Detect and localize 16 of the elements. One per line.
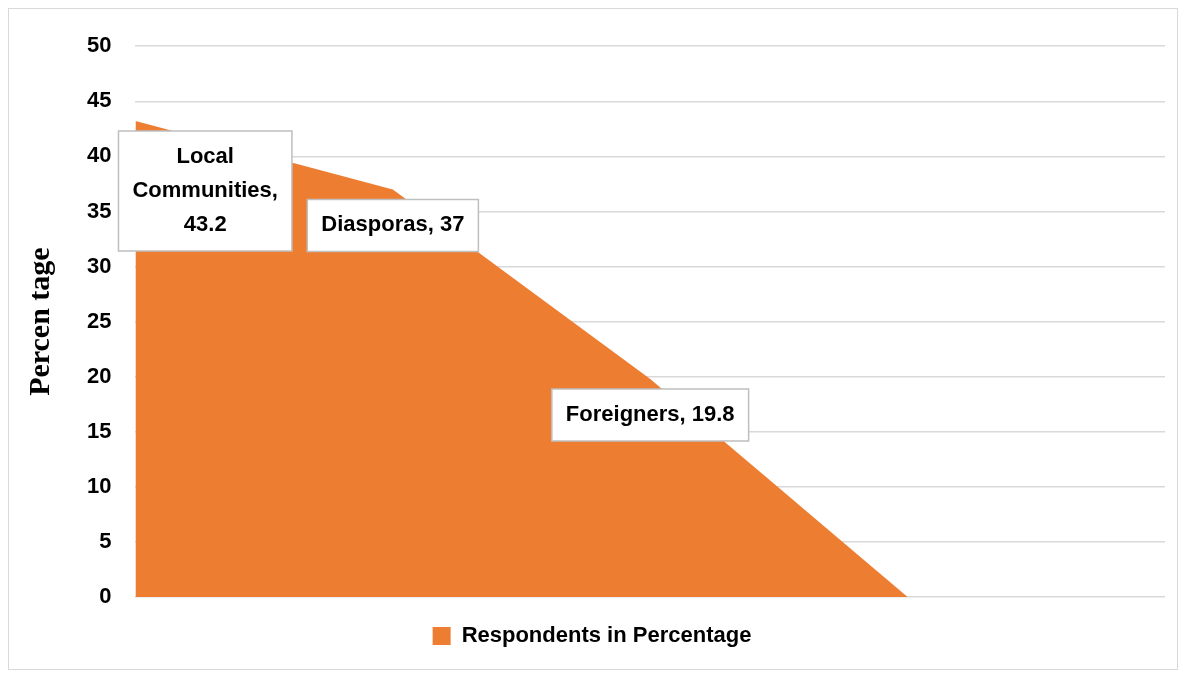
y-tick-label: 35 [86,197,112,223]
legend-label: Respondents in Percentage [461,622,752,648]
y-tick-label: 5 [99,527,112,553]
y-tick-label: 45 [86,87,112,113]
y-tick-label: 40 [86,142,112,168]
data-label: Foreigners, 19.8 [565,400,735,426]
data-label: Local Communities, 43.2 [132,143,278,237]
y-tick-label: 15 [86,417,112,443]
y-tick-label: 10 [86,472,112,498]
y-tick-label: 25 [86,307,112,333]
y-axis-title: Percen tage [21,247,55,396]
y-tick-label: 30 [86,252,112,278]
data-label: Diasporas, 37 [321,211,465,237]
y-tick-label: 0 [99,583,112,609]
y-tick-label: 20 [86,362,112,388]
y-tick-label: 50 [86,32,112,58]
